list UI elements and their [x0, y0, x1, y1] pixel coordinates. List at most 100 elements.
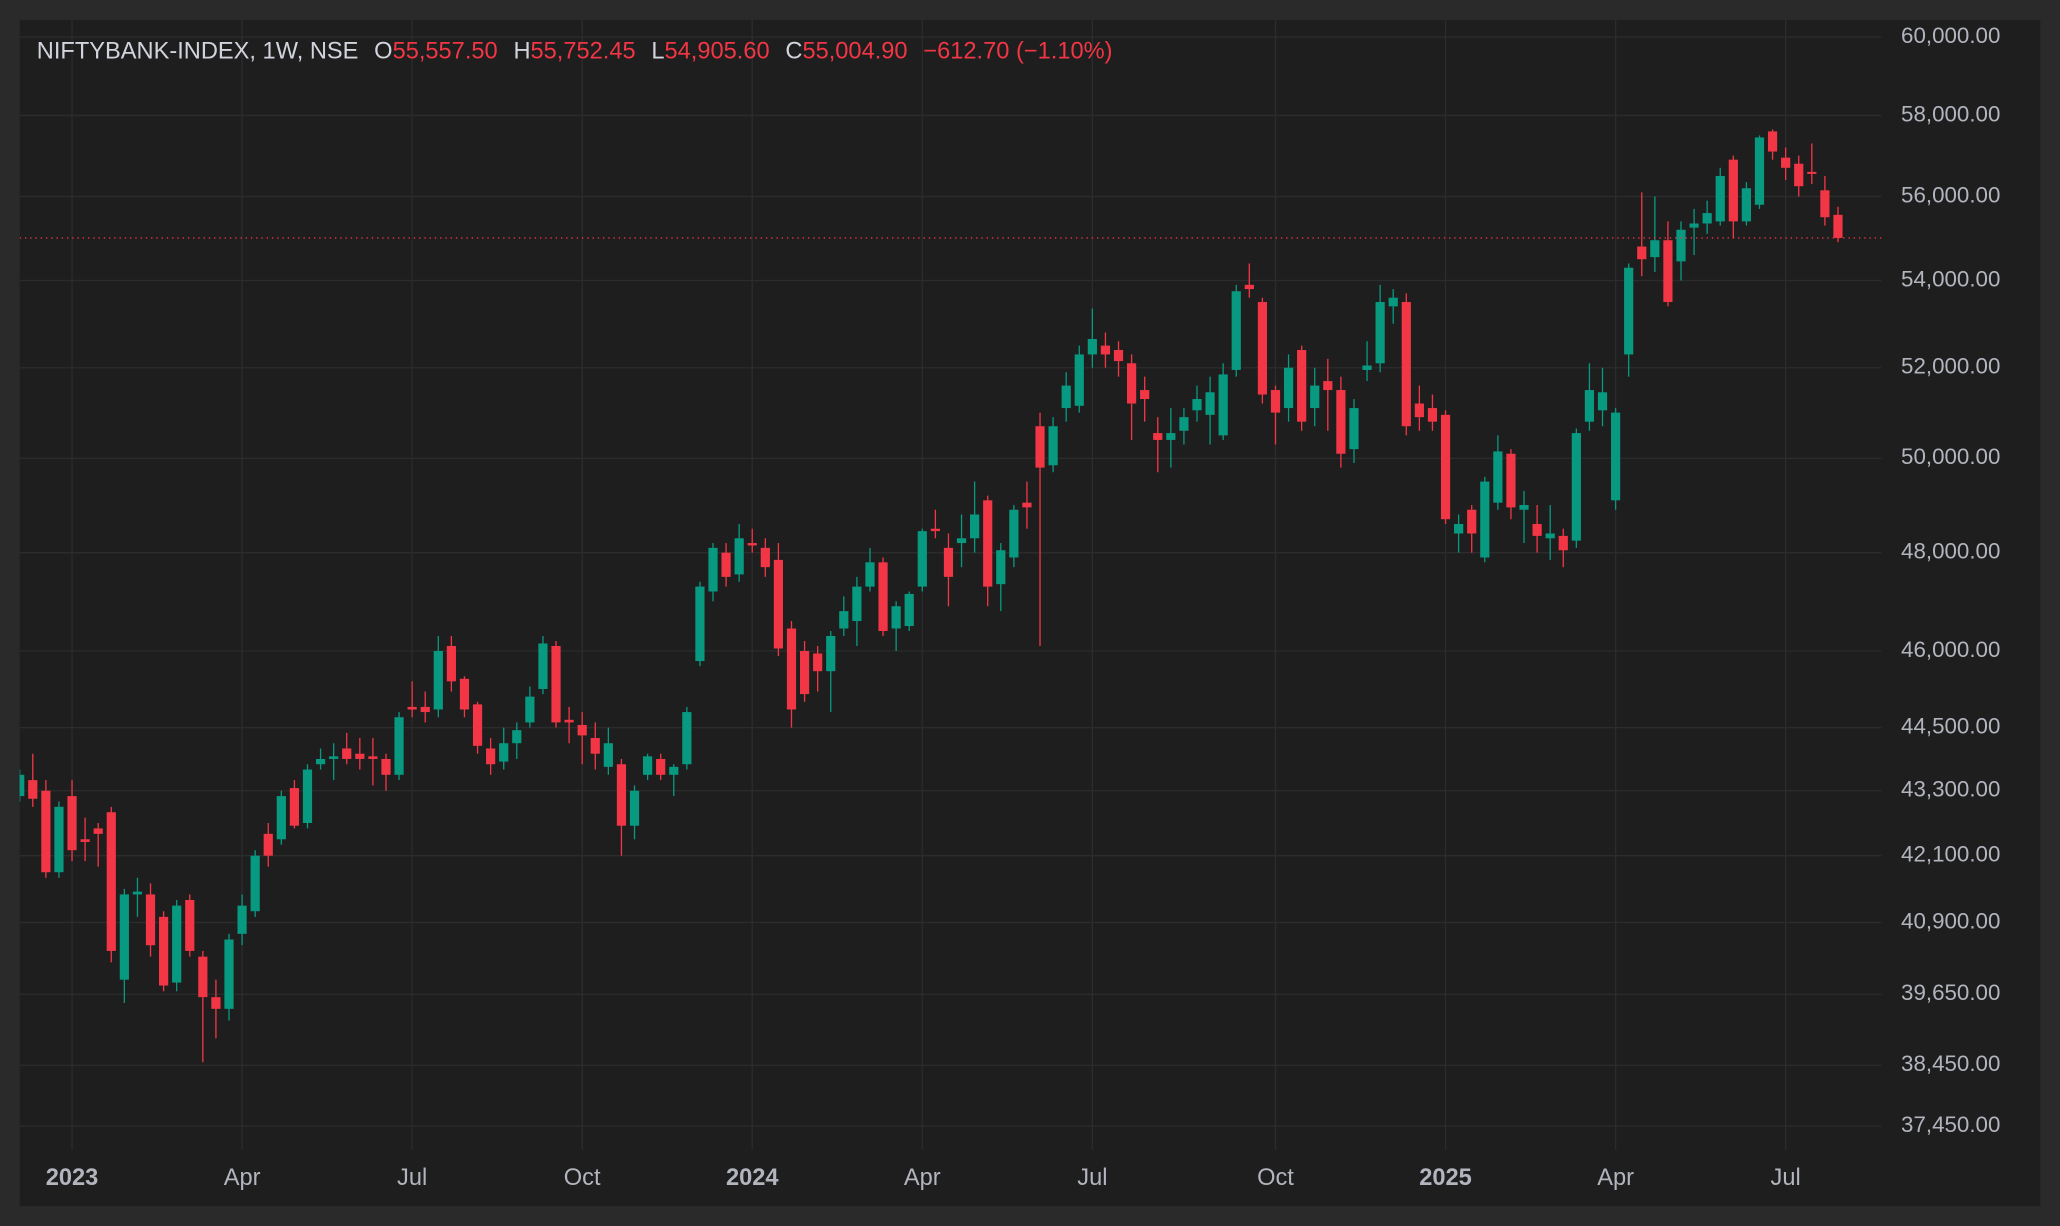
- candle-body: [211, 997, 221, 1009]
- candle-body: [878, 562, 888, 631]
- y-tick-label: 48,000.00: [1901, 539, 2000, 564]
- candle-body: [1048, 426, 1058, 466]
- x-tick-label: Apr: [904, 1165, 941, 1191]
- y-tick-label: 39,650.00: [1901, 980, 2000, 1005]
- candle-body: [695, 586, 705, 662]
- candle-body: [1113, 350, 1124, 362]
- y-tick-label: 43,300.00: [1901, 777, 2000, 802]
- candle-body: [28, 780, 38, 799]
- candle-body: [734, 538, 744, 575]
- candle-body: [747, 543, 757, 546]
- candle-body: [93, 828, 103, 834]
- ohlc-label: C: [785, 39, 802, 65]
- candle-body: [943, 547, 954, 577]
- candle-body: [1702, 213, 1712, 224]
- x-tick-label: 2023: [46, 1165, 99, 1191]
- candle-body: [1480, 481, 1490, 558]
- candle-body: [224, 939, 234, 1009]
- candle-body: [394, 717, 404, 775]
- candle-body: [970, 514, 980, 539]
- candle-body: [315, 758, 326, 765]
- ohlc-value: 55,557.50: [393, 39, 498, 65]
- change: −612.70 (−1.10%): [923, 39, 1112, 65]
- candle-body: [1126, 363, 1137, 404]
- y-tick-label: 56,000.00: [1901, 182, 2000, 207]
- candle-body: [1179, 417, 1189, 431]
- candle-body: [1297, 350, 1307, 422]
- symbol: NIFTYBANK-INDEX, 1W, NSE: [37, 39, 359, 65]
- candle-body: [1650, 240, 1660, 258]
- candle-body: [721, 552, 731, 577]
- candle-body: [917, 531, 927, 587]
- candle-body: [19, 774, 25, 797]
- candle-body: [799, 650, 810, 695]
- candle-body: [1754, 137, 1765, 205]
- candle-body: [669, 766, 679, 775]
- candle-body: [407, 706, 417, 710]
- candle-body: [1637, 246, 1647, 260]
- candle-body: [1218, 374, 1228, 436]
- candle-body: [1375, 302, 1385, 364]
- x-tick-label: 2025: [1419, 1165, 1472, 1191]
- candle-body: [1689, 223, 1699, 228]
- candle-body: [577, 725, 587, 736]
- candle-body: [276, 796, 286, 840]
- candle-body: [1061, 385, 1071, 409]
- candle-body: [459, 678, 470, 710]
- candle-body: [1558, 535, 1568, 551]
- candle-body: [1493, 451, 1503, 503]
- candle-body: [904, 593, 914, 627]
- candle-body: [1153, 433, 1163, 440]
- candle-body: [1401, 302, 1411, 427]
- candle-body: [472, 704, 483, 746]
- candle-body: [956, 538, 967, 544]
- y-tick-label: 42,100.00: [1901, 842, 2000, 867]
- candle-body: [629, 790, 640, 826]
- candle-body: [1467, 509, 1477, 534]
- candle-body: [1257, 302, 1268, 395]
- ohlc-label: L: [651, 39, 664, 65]
- candle-body: [1597, 392, 1608, 411]
- x-tick-label: Apr: [224, 1165, 261, 1191]
- candle-body: [1414, 403, 1424, 418]
- ohlc-label: H: [513, 39, 530, 65]
- candle-body: [603, 743, 613, 767]
- candle-body: [67, 796, 77, 851]
- candle-body: [1833, 214, 1843, 238]
- candle-body: [865, 562, 875, 587]
- candle-body: [172, 905, 182, 983]
- y-tick-label: 44,500.00: [1901, 714, 2000, 739]
- candle-body: [813, 653, 823, 672]
- legend-header: NIFTYBANK-INDEX, 1W, NSE O55,557.50 H55,75…: [37, 39, 1113, 65]
- candle-body: [1781, 157, 1791, 168]
- y-tick-label: 60,000.00: [1901, 23, 2000, 48]
- candle-body: [773, 559, 784, 649]
- candle-body: [1676, 229, 1686, 262]
- candle-body: [616, 764, 627, 826]
- candle-body: [590, 738, 600, 754]
- candle-body: [185, 900, 195, 951]
- candle-body: [1728, 159, 1738, 222]
- candle-body: [1454, 523, 1464, 534]
- candle-body: [1624, 267, 1634, 355]
- candle-body: [852, 586, 862, 622]
- candle-body: [41, 790, 51, 873]
- candle-body: [145, 894, 156, 946]
- candle-body: [342, 748, 352, 759]
- candle-body: [486, 748, 496, 765]
- candle-body: [1100, 345, 1111, 355]
- candle-body: [289, 788, 300, 826]
- ohlc-value: 55,004.90: [802, 39, 907, 65]
- candle-body: [1741, 188, 1752, 222]
- candle-body: [1166, 433, 1176, 440]
- y-tick-label: 58,000.00: [1901, 101, 2000, 126]
- candle-body: [433, 650, 443, 710]
- candle-body: [329, 756, 339, 759]
- candle-body: [1663, 240, 1673, 303]
- candle-body: [708, 547, 718, 592]
- candle-body: [1270, 390, 1281, 413]
- ohlc-value: 54,905.60: [665, 39, 770, 65]
- x-tick-label: Apr: [1597, 1165, 1634, 1191]
- candle-body: [1323, 381, 1333, 391]
